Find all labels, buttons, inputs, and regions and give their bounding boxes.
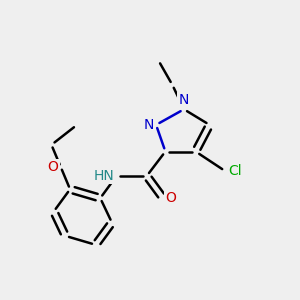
- Text: O: O: [165, 191, 176, 205]
- Text: N: N: [179, 93, 189, 107]
- Text: N: N: [143, 118, 154, 132]
- Text: Cl: Cl: [228, 164, 242, 178]
- Text: HN: HN: [94, 169, 114, 183]
- Text: O: O: [47, 160, 58, 174]
